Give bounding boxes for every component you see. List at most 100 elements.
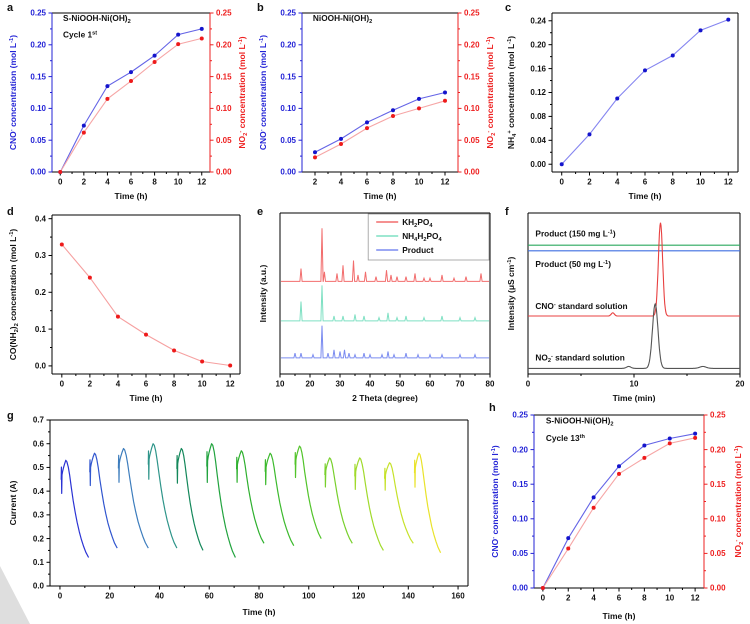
svg-text:2: 2 [88,380,93,389]
svg-text:6: 6 [144,380,149,389]
svg-text:0.2: 0.2 [33,534,45,543]
svg-text:0.05: 0.05 [512,549,528,558]
svg-text:0.25: 0.25 [710,411,726,420]
panel-e-chart: e 10 20 30 40 50 60 70 80 2 Theta (degree) Intens… [256,206,498,404]
panel-c-chart: c 0 2 4 6 8 10 12 Time (h) 0.00 0.04 0.08 0.12 0.16 0… [504,2,748,202]
svg-text:0.3: 0.3 [33,511,45,520]
svg-text:0.15: 0.15 [30,72,46,81]
panel-b-chart: b 2 4 6 8 10 12 Time (h) 0.00 0.05 0.10 0.15 0.20 0.… [256,2,498,202]
svg-text:Product: Product [402,245,434,255]
svg-text:0.10: 0.10 [30,104,46,113]
svg-text:Time (h): Time (h) [130,393,163,403]
svg-text:8: 8 [152,178,157,187]
svg-text:4: 4 [116,380,121,389]
svg-text:0: 0 [58,592,63,601]
svg-text:NO2- concentration (mol L-1): NO2- concentration (mol L-1) [237,36,249,148]
svg-text:0.05: 0.05 [216,136,232,145]
svg-text:6: 6 [617,594,622,603]
svg-text:0: 0 [60,380,65,389]
svg-text:NO2- concentration (mol L-1): NO2- concentration (mol L-1) [485,36,497,148]
svg-text:Intensity (μS cm-1): Intensity (μS cm-1) [506,257,516,331]
svg-text:0.00: 0.00 [280,168,296,177]
svg-text:0.25: 0.25 [216,9,232,18]
svg-text:0.16: 0.16 [530,64,546,73]
chart-a-svg: 0 2 4 6 8 10 12 Time (h) 0.00 0.05 0.10 0.15 0.20 0.2… [8,9,249,201]
svg-text:CNO- standard solution: CNO- standard solution [535,301,627,311]
svg-text:0.1: 0.1 [33,558,45,567]
svg-text:12: 12 [226,380,235,389]
svg-text:4: 4 [591,594,596,603]
svg-text:0.10: 0.10 [280,104,296,113]
svg-text:0: 0 [559,178,564,187]
svg-text:0.25: 0.25 [30,9,46,18]
svg-text:60: 60 [426,380,435,389]
svg-text:CNO- concentration (mol L-1): CNO- concentration (mol L-1) [258,35,268,150]
svg-text:20: 20 [736,380,745,389]
panel-letter-f: f [505,206,509,218]
svg-text:0.3: 0.3 [35,251,47,260]
svg-text:0.15: 0.15 [710,480,726,489]
svg-text:140: 140 [402,592,416,601]
svg-text:CO(NH2)2 concentration (mol L-: CO(NH2)2 concentration (mol L-1) [8,229,20,361]
svg-text:12: 12 [691,594,700,603]
svg-text:4: 4 [615,178,620,187]
svg-text:0.00: 0.00 [30,168,46,177]
panel-g-chart: g 0 20 40 60 80 100 120 140 160 Time (h) 0.0 0.1 0.2… [6,410,480,618]
svg-text:Cycle 1st: Cycle 1st [63,30,97,40]
svg-text:KH2PO4: KH2PO4 [402,217,433,229]
svg-text:NH4H2PO4: NH4H2PO4 [402,231,442,243]
svg-text:10: 10 [276,380,285,389]
svg-text:8: 8 [172,380,177,389]
svg-text:0.7: 0.7 [33,416,45,425]
svg-text:0.05: 0.05 [280,136,296,145]
svg-text:0.04: 0.04 [530,136,546,145]
svg-text:4: 4 [339,178,344,187]
svg-text:2: 2 [82,178,87,187]
svg-text:S-NiOOH-Ni(OH)2: S-NiOOH-Ni(OH)2 [546,416,614,428]
svg-text:NiOOH-Ni(OH)2: NiOOH-Ni(OH)2 [313,13,372,25]
svg-text:Product (50 mg L-1): Product (50 mg L-1) [535,259,611,269]
svg-text:10: 10 [665,594,674,603]
svg-text:0.20: 0.20 [30,41,46,50]
svg-text:160: 160 [451,592,465,601]
svg-text:0.00: 0.00 [512,584,528,593]
svg-text:Current (A): Current (A) [8,480,18,525]
svg-text:0.20: 0.20 [512,445,528,454]
svg-text:70: 70 [456,380,465,389]
svg-text:0.4: 0.4 [35,214,47,223]
svg-text:S-NiOOH-Ni(OH)2: S-NiOOH-Ni(OH)2 [63,13,131,25]
svg-text:0.15: 0.15 [464,72,480,81]
svg-text:0.08: 0.08 [530,112,546,121]
svg-text:6: 6 [129,178,134,187]
svg-text:2: 2 [587,178,592,187]
svg-text:50: 50 [396,380,405,389]
svg-text:0.0: 0.0 [35,362,47,371]
svg-text:NH4+ concentration (mol L-1): NH4+ concentration (mol L-1) [506,36,518,149]
svg-text:NO2- standard solution: NO2- standard solution [535,352,624,364]
svg-text:12: 12 [724,178,733,187]
svg-text:0.10: 0.10 [464,104,480,113]
svg-text:10: 10 [198,380,207,389]
svg-text:0.20: 0.20 [216,41,232,50]
svg-text:40: 40 [366,380,375,389]
panel-letter-c: c [505,2,512,14]
svg-text:6: 6 [365,178,370,187]
chart-g-svg: 0 20 40 60 80 100 120 140 160 Time (h) 0.0 0.1 0.2 0.… [8,416,469,617]
svg-text:0.6: 0.6 [33,439,45,448]
svg-text:0.15: 0.15 [216,72,232,81]
svg-text:Time (h): Time (h) [629,191,662,201]
svg-text:Cycle 13th: Cycle 13th [546,433,586,443]
svg-text:20: 20 [306,380,315,389]
svg-text:10: 10 [630,380,639,389]
panel-letter-b: b [257,2,264,14]
svg-text:NO2- concentration (mol L-1): NO2- concentration (mol L-1) [733,445,745,557]
svg-text:12: 12 [197,178,206,187]
svg-text:Time (h): Time (h) [364,191,397,201]
svg-text:0.10: 0.10 [512,515,528,524]
svg-text:0.4: 0.4 [33,487,45,496]
svg-text:0.10: 0.10 [216,104,232,113]
svg-text:0.15: 0.15 [280,72,296,81]
svg-text:0.05: 0.05 [30,136,46,145]
svg-text:0.15: 0.15 [512,480,528,489]
svg-text:0.25: 0.25 [464,9,480,18]
